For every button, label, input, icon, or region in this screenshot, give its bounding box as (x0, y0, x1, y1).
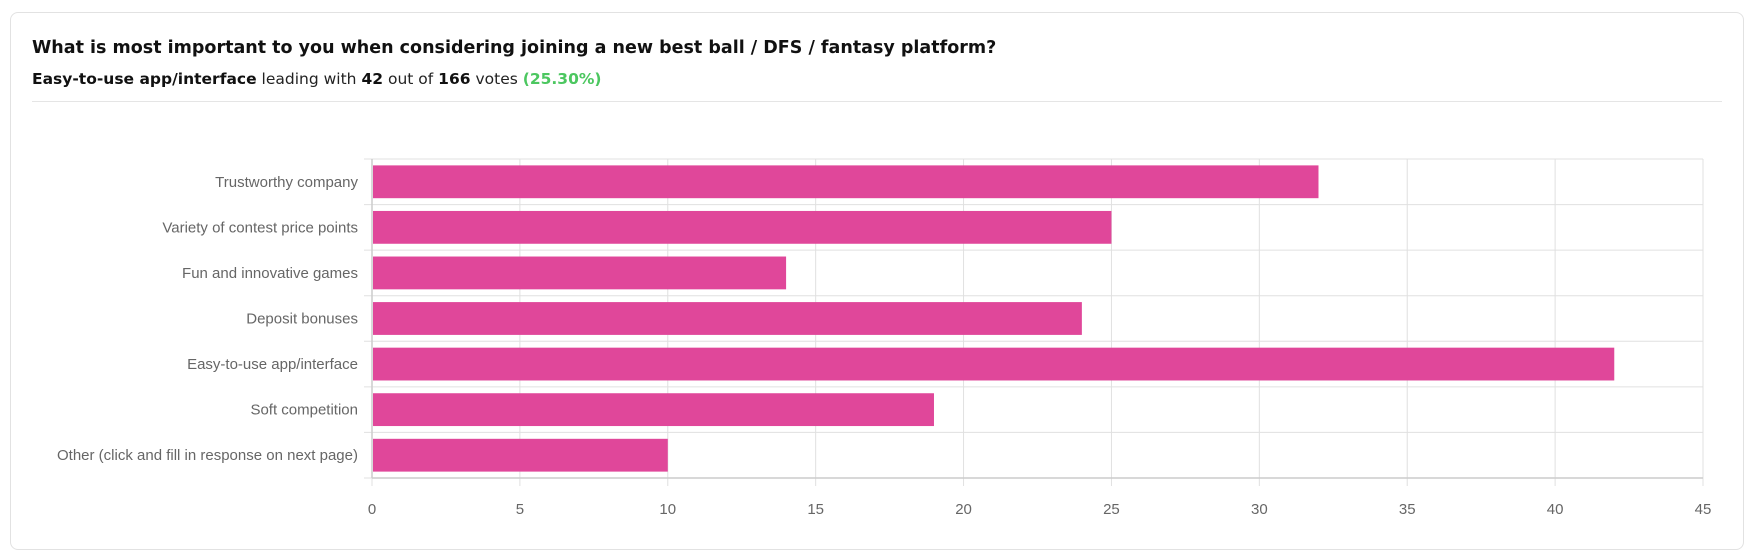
total-votes: 166 (438, 70, 471, 88)
poll-question-title: What is most important to you when consi… (32, 38, 997, 58)
summary-text: votes (475, 70, 518, 88)
bar-2 (373, 210, 1112, 244)
summary-text: leading with (261, 70, 357, 88)
bar-3 (373, 256, 787, 290)
divider (32, 101, 1722, 102)
x-tick-label: 40 (1547, 501, 1564, 518)
bar-5 (373, 347, 1615, 381)
x-tick-label: 35 (1399, 501, 1416, 518)
poll-results-card (10, 12, 1744, 550)
bar-7 (373, 438, 668, 472)
x-tick-label: 5 (516, 501, 524, 518)
leader-votes: 42 (361, 70, 384, 88)
category-label: Easy-to-use app/interface (187, 356, 358, 373)
category-label: Soft competition (250, 402, 358, 419)
category-label: Other (click and fill in response on nex… (57, 447, 358, 464)
bar-4 (373, 302, 1082, 335)
category-label: Fun and innovative games (182, 265, 358, 282)
leader-percent: (25.30%) (522, 70, 602, 88)
leader-option: Easy-to-use app/interface (32, 70, 257, 88)
x-tick-label: 45 (1695, 501, 1712, 518)
category-label: Deposit bonuses (246, 311, 358, 328)
poll-summary: Easy-to-use app/interface leading with 4… (32, 70, 602, 88)
bar-1 (373, 165, 1319, 199)
category-label: Variety of contest price points (162, 219, 358, 236)
category-label: Trustworthy company (215, 174, 358, 191)
summary-text: out of (387, 70, 434, 88)
x-tick-label: 20 (955, 501, 972, 518)
x-tick-label: 10 (659, 501, 676, 518)
bar-6 (373, 393, 934, 427)
x-tick-label: 25 (1103, 501, 1120, 518)
x-tick-label: 0 (368, 501, 376, 518)
x-tick-label: 30 (1251, 501, 1268, 518)
x-tick-label: 15 (807, 501, 824, 518)
